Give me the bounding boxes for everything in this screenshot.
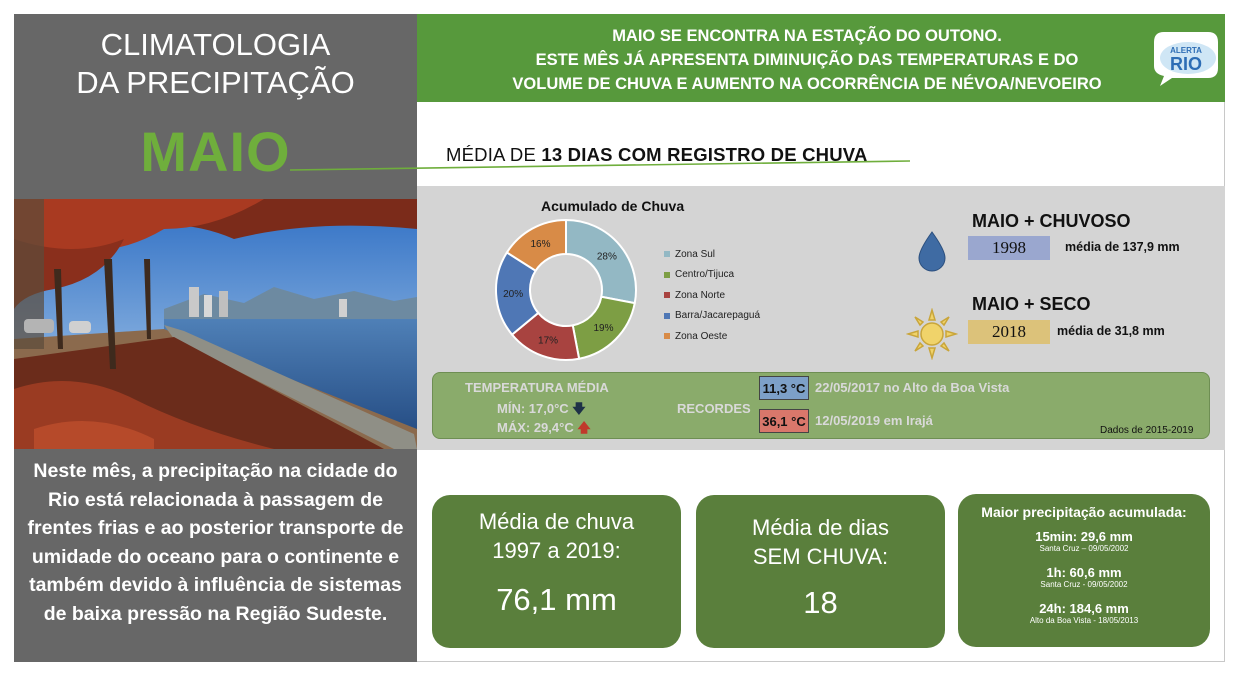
banner-text: MAIO SE ENCONTRA NA ESTAÇÃO DO OUTONO. E… (477, 24, 1137, 96)
max-accum-value: 1h: 60,6 mm (1046, 565, 1122, 580)
banner-line-1: MAIO SE ENCONTRA NA ESTAÇÃO DO OUTONO. (612, 27, 1002, 45)
max-accum-item: 24h: 184,6 mm Alto da Boa Vista - 18/05/… (958, 601, 1210, 625)
temperature-max: MÁX: 29,4°C 🡅 (497, 419, 591, 441)
legend-label: Zona Norte (675, 289, 726, 301)
temperature-min: MÍN: 17,0°C 🡇 (497, 400, 586, 422)
title-line-1: CLIMATOLOGIA (100, 27, 331, 62)
underline-divider (289, 160, 910, 171)
driest-note: média de 31,8 mm (1057, 324, 1165, 338)
legend-label: Zona Sul (675, 248, 716, 260)
donut-slice-label: 19% (593, 323, 613, 334)
temperature-min-value: MÍN: 17,0°C (497, 401, 569, 416)
chart-legend: Zona Sul Centro/Tijuca Zona Norte Barra/Jac… (664, 244, 760, 347)
landscape-photo (14, 199, 417, 449)
page-title: CLIMATOLOGIA DA PRECIPITAÇÃO (14, 26, 417, 102)
legend-label: Zona Oeste (675, 330, 728, 342)
legend-item: Zona Sul (664, 244, 760, 265)
arrow-down-icon: 🡇 (572, 401, 586, 416)
max-accum-location: Alto da Boa Vista - 18/05/2013 (1029, 616, 1139, 625)
wettest-month: MAIO (972, 211, 1019, 231)
legend-item: Barra/Jacarepaguá (664, 306, 760, 327)
legend-swatch (664, 292, 670, 299)
month-title: MAIO (140, 120, 291, 183)
temperature-avg-label: TEMPERATURA MÉDIA (465, 380, 609, 395)
legend-swatch (664, 333, 670, 340)
banner-line-2: ESTE MÊS JÁ APRESENTA DIMINUIÇÃO DAS TEM… (535, 51, 1079, 69)
record-high-text: 12/05/2019 em Irajá (815, 413, 933, 428)
max-accum-item: 15min: 29,6 mm Santa Cruz – 09/05/2002 (958, 529, 1210, 553)
temperature-max-value: MÁX: 29,4°C (497, 420, 574, 435)
driest-word: SECO (1039, 294, 1091, 314)
record-low-value: 11,3 °C (759, 376, 809, 400)
legend-item: Zona Oeste (664, 326, 760, 347)
max-accum-value: 15min: 29,6 mm (1035, 529, 1133, 544)
rain-days-prefix: MÉDIA DE (446, 144, 542, 165)
wettest-title: MAIO + CHUVOSO (972, 211, 1131, 232)
avg-rain-label-1: Média de chuva (478, 509, 635, 534)
donut-slice-label: 16% (530, 239, 550, 250)
description-panel: Neste mês, a precipitação na cidade do R… (14, 449, 417, 662)
plus-icon: + (1024, 211, 1035, 231)
banner-line-3: VOLUME DE CHUVA E AUMENTO NA OCORRÊNCIA … (512, 75, 1102, 93)
dry-days-label-2: SEM CHUVA: (752, 544, 889, 569)
records-label: RECORDES (677, 401, 751, 416)
donut-slice-zona-oeste (505, 218, 567, 273)
data-source: Dados de 2015-2019 (1100, 425, 1194, 436)
record-high-value: 36,1 °C (759, 409, 809, 433)
legend-item: Zona Norte (664, 285, 760, 306)
avg-rain-card: Média de chuva 1997 a 2019: 76,1 mm (432, 495, 681, 648)
alerta-rio-logo: ALERTA RIO (1154, 32, 1218, 86)
driest-year: 2018 (968, 320, 1050, 344)
rain-days-highlight: 13 DIAS COM REGISTRO DE CHUVA (541, 144, 868, 165)
temperature-bar (432, 372, 1210, 439)
avg-rain-label-2: 1997 a 2019: (492, 538, 621, 563)
wettest-note: média de 137,9 mm (1065, 240, 1180, 254)
legend-item: Centro/Tijuca (664, 265, 760, 286)
dry-days-card: Média de dias SEM CHUVA: 18 (696, 495, 945, 648)
legend-label: Centro/Tijuca (675, 269, 735, 281)
plus-icon: + (1024, 294, 1035, 314)
wettest-year: 1998 (968, 236, 1050, 260)
max-accum-title: Maior precipitação acumulada: (981, 504, 1187, 520)
title-panel: CLIMATOLOGIA DA PRECIPITAÇÃO MAIO (14, 14, 417, 199)
climate-description: Neste mês, a precipitação na cidade do R… (27, 460, 404, 625)
max-accum-card: Maior precipitação acumulada: 15min: 29,… (958, 494, 1210, 647)
legend-swatch (664, 251, 670, 258)
donut-slice-label: 20% (503, 289, 523, 300)
chart-title: Acumulado de Chuva (541, 198, 685, 214)
donut-slice-zona-sul (565, 218, 637, 305)
max-accum-item: 1h: 60,6 mm Santa Cruz - 09/05/2002 (958, 565, 1210, 589)
record-low-text: 22/05/2017 no Alto da Boa Vista (815, 380, 1010, 395)
dry-days-label-1: Média de dias (752, 515, 889, 540)
donut-slice-label: 17% (538, 335, 558, 346)
donut-slice-label: 28% (597, 252, 617, 263)
legend-label: Barra/Jacarepaguá (675, 310, 761, 322)
rain-drop-icon (918, 231, 946, 272)
logo-text-top: ALERTA (1170, 46, 1202, 55)
legend-swatch (664, 312, 670, 319)
max-accum-location: Santa Cruz - 09/05/2002 (1040, 580, 1128, 589)
rain-days-headline: MÉDIA DE 13 DIAS COM REGISTRO DE CHUVA (446, 144, 868, 166)
sun-icon (906, 308, 958, 360)
driest-month: MAIO (972, 294, 1019, 314)
max-accum-location: Santa Cruz – 09/05/2002 (1039, 544, 1129, 553)
arrow-up-icon: 🡅 (577, 420, 591, 435)
season-banner: MAIO SE ENCONTRA NA ESTAÇÃO DO OUTONO. E… (417, 14, 1225, 102)
legend-swatch (664, 271, 670, 278)
max-accum-value: 24h: 184,6 mm (1039, 601, 1129, 616)
wettest-word: CHUVOSO (1039, 211, 1131, 231)
dry-days-value: 18 (803, 585, 838, 620)
driest-title: MAIO + SECO (972, 294, 1091, 315)
title-line-2: DA PRECIPITAÇÃO (76, 65, 355, 100)
rain-donut-chart: 28% 19% 17% 20% 16% (495, 218, 637, 361)
photo-illustration (14, 199, 417, 449)
avg-rain-value: 76,1 mm (496, 582, 617, 617)
logo-text-bottom: RIO (1170, 54, 1202, 74)
